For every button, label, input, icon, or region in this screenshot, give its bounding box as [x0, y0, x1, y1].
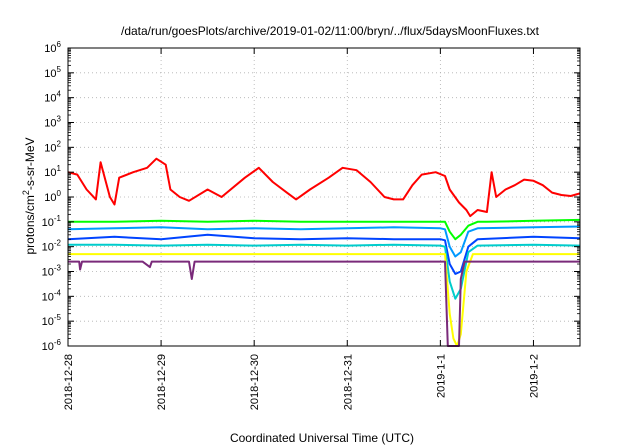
y-tick-label: 10-3 [42, 264, 62, 279]
y-tick-label: 10-5 [42, 313, 62, 328]
y-axis-label: protons/cm2-s-sr-MeV [21, 137, 37, 254]
y-tick-label: 102 [44, 139, 61, 154]
y-tick-label: 10-1 [42, 214, 62, 229]
x-tick-label: 2019-1-2 [528, 354, 540, 398]
x-tick-label: 2019-1-1 [435, 354, 447, 398]
x-axis-label: Coordinated Universal Time (UTC) [230, 431, 414, 445]
chart-title: /data/run/goesPlots/archive/2019-01-02/1… [121, 24, 540, 38]
y-tick-label: 101 [44, 164, 61, 179]
series-line-4 [67, 233, 581, 275]
series-line-3 [67, 225, 581, 258]
y-tick-label: 100 [44, 189, 61, 204]
series-line-1 [67, 157, 581, 218]
x-tick-label: 2018-12-30 [249, 354, 261, 410]
series-line-6 [68, 253, 580, 347]
y-axis: 10-6 10-5 10-4 10-3 10-2 10-1 100 101 102 103 104 1… [42, 40, 580, 353]
series-line-7 [68, 260, 580, 347]
x-tick-label: 2018-12-29 [156, 354, 168, 410]
x-axis: 2018-12-28 2018-12-29 2018-12-30 2018-12-31… [63, 48, 540, 410]
y-tick-label: 10-6 [42, 338, 62, 353]
x-tick-label: 2018-12-31 [342, 354, 354, 410]
series-line-5 [68, 243, 581, 300]
series-layer [67, 157, 581, 347]
y-tick-label: 10-2 [42, 239, 62, 254]
y-tick-label: 10-4 [42, 288, 62, 303]
y-tick-label: 103 [44, 115, 61, 130]
y-tick-label: 105 [44, 65, 61, 80]
y-tick-label: 106 [44, 40, 61, 55]
series-line-2 [68, 218, 581, 241]
grid [68, 48, 580, 346]
y-tick-label: 104 [44, 90, 61, 105]
x-tick-label: 2018-12-28 [63, 354, 75, 410]
